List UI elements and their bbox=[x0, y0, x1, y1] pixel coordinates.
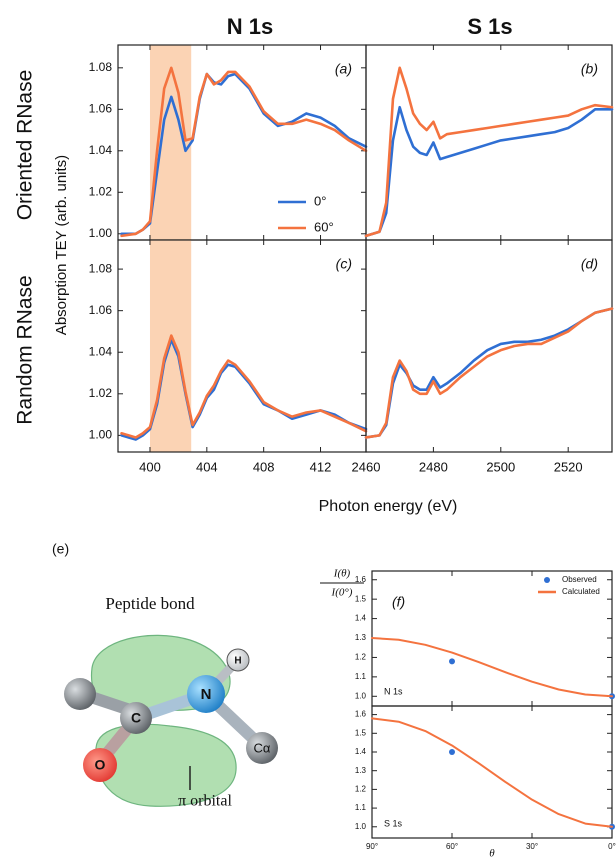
atom bbox=[64, 678, 96, 710]
column-header: N 1s bbox=[227, 14, 273, 39]
panel: 2460 2480 2500 2520 (d) bbox=[352, 239, 614, 474]
data-line bbox=[120, 66, 368, 238]
y-tick-label: 1.00 bbox=[89, 226, 113, 240]
y-tick-label: 1.06 bbox=[89, 303, 113, 317]
y-tick-label: 1.06 bbox=[89, 101, 113, 115]
y-tick-label: 1.1 bbox=[355, 803, 367, 812]
panel: 1.00 1.02 1.04 1.06 1.08 400 404 408 412 (c) bbox=[89, 239, 368, 474]
panel-label: (a) bbox=[335, 61, 352, 77]
y-tick-label: 1.3 bbox=[355, 633, 367, 642]
panel-label: (c) bbox=[336, 256, 352, 272]
x-tick-label: 2520 bbox=[554, 459, 583, 474]
x-tick-label: 0° bbox=[608, 842, 616, 851]
y-tick-label: 1.0 bbox=[355, 822, 367, 831]
y-tick-label: 1.0 bbox=[355, 691, 367, 700]
data-line bbox=[120, 334, 368, 439]
data-point bbox=[449, 748, 455, 755]
data-line bbox=[371, 637, 613, 698]
panel-label: (b) bbox=[581, 61, 598, 77]
column-header: S 1s bbox=[467, 14, 512, 39]
panel-label: (f) bbox=[392, 594, 405, 610]
x-tick-label: 2500 bbox=[486, 459, 515, 474]
peptide-diagram: (e) Peptide bond O C N H Cα π orbital bbox=[52, 541, 278, 810]
row-label: Random RNase bbox=[14, 275, 37, 424]
orbital-label: π orbital bbox=[178, 793, 232, 810]
legend-label: Observed bbox=[562, 575, 597, 584]
x-tick-label: 90° bbox=[366, 842, 378, 851]
y-tick-label: 1.02 bbox=[89, 184, 113, 198]
data-line bbox=[364, 307, 614, 439]
x-tick-label: 408 bbox=[253, 459, 275, 474]
y-tick-label: 1.04 bbox=[89, 143, 113, 157]
y-tick-label: 1.08 bbox=[89, 261, 113, 275]
y-tick-label: 1.02 bbox=[89, 386, 113, 400]
highlight-band bbox=[149, 45, 192, 240]
y-tick-label: 1.04 bbox=[89, 344, 113, 358]
x-tick-label: 30° bbox=[526, 842, 538, 851]
y-axis-label: Absorption TEY (arb. units) bbox=[53, 155, 70, 335]
atom-label: Cα bbox=[254, 740, 271, 755]
panel-label: (d) bbox=[581, 256, 598, 272]
panel: 1.0 1.1 1.2 1.3 1.4 1.5 1.6 90° 60° 30° 0° S 1s θ bbox=[355, 705, 616, 859]
data-line bbox=[364, 105, 614, 238]
y-tick-label: 1.1 bbox=[355, 672, 367, 681]
y-tick-label: 1.2 bbox=[355, 653, 367, 662]
atom bbox=[120, 702, 152, 734]
y-tick-label: 1.4 bbox=[355, 747, 367, 756]
x-tick-label: 412 bbox=[310, 459, 332, 474]
y-axis-label: I(θ) bbox=[333, 568, 351, 580]
x-axis-label: Photon energy (eV) bbox=[319, 498, 458, 515]
x-tick-label: 60° bbox=[446, 842, 458, 851]
y-tick-label: 1.6 bbox=[355, 710, 367, 719]
y-tick-label: 1.00 bbox=[89, 428, 113, 442]
panel-label: (e) bbox=[52, 541, 69, 557]
x-axis-label: θ bbox=[489, 848, 495, 859]
atom-label: C bbox=[131, 710, 141, 726]
y-tick-label: 1.4 bbox=[355, 614, 367, 623]
y-tick-label: 1.2 bbox=[355, 784, 367, 793]
atom-label: O bbox=[95, 757, 106, 773]
atom bbox=[187, 675, 225, 713]
legend-label: 0° bbox=[314, 193, 326, 208]
x-tick-label: 400 bbox=[139, 459, 161, 474]
data-line bbox=[364, 307, 614, 439]
atom-label: N bbox=[201, 686, 212, 703]
y-tick-label: 1.08 bbox=[89, 60, 113, 74]
panel: (b) bbox=[364, 44, 614, 241]
x-tick-label: 2460 bbox=[352, 459, 381, 474]
data-point bbox=[449, 658, 455, 665]
y-tick-label: 1.3 bbox=[355, 766, 367, 775]
diagram-title: Peptide bond bbox=[105, 594, 195, 613]
data-line bbox=[364, 66, 614, 238]
atom-label: H bbox=[234, 656, 241, 667]
row-label: Oriented RNase bbox=[14, 70, 37, 221]
legend-label: 60° bbox=[314, 219, 334, 234]
atom bbox=[226, 648, 250, 672]
plot-frame bbox=[371, 705, 613, 839]
y-tick-label: 1.6 bbox=[355, 575, 367, 584]
panel: 1.00 1.02 1.04 1.06 1.08 (a) 0° 60° bbox=[89, 44, 368, 241]
x-tick-label: 404 bbox=[196, 459, 218, 474]
legend-marker bbox=[544, 577, 550, 583]
atom bbox=[246, 732, 278, 764]
y-tick-label: 1.5 bbox=[355, 728, 367, 737]
y-axis-label: I(0°) bbox=[331, 587, 353, 599]
annotation: N 1s bbox=[384, 686, 403, 696]
atom bbox=[83, 748, 117, 782]
plot-frame bbox=[365, 239, 613, 453]
annotation: S 1s bbox=[384, 818, 403, 828]
data-line bbox=[371, 717, 613, 828]
x-tick-label: 2480 bbox=[419, 459, 448, 474]
y-tick-label: 1.5 bbox=[355, 594, 367, 603]
legend-label: Calculated bbox=[562, 587, 600, 596]
panel: 1.0 1.1 1.2 1.3 1.4 1.5 1.6 (f) N 1s Observed Calc… bbox=[320, 568, 615, 707]
